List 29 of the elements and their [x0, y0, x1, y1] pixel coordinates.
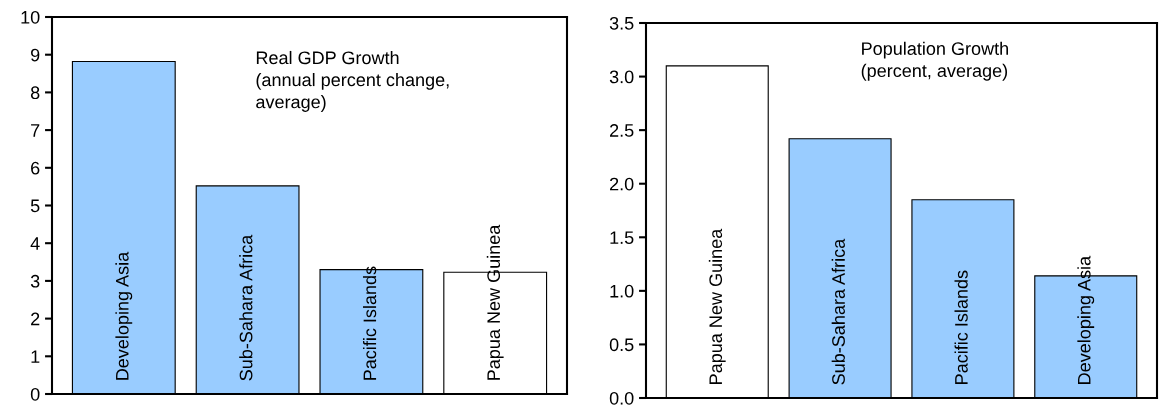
y-tick-label: 9 — [31, 48, 40, 62]
x-tick-label: Developing Asia — [1077, 255, 1095, 384]
y-tick-label: 0.0 — [609, 391, 634, 405]
y-tick-label: 4 — [30, 237, 40, 250]
y-tick-label: 2.0 — [610, 177, 634, 191]
text: Real GDP Growth (annual percent change, average) — [256, 50, 449, 112]
y-tick-label: 1 — [31, 350, 40, 363]
y-tick-label: 3 — [30, 274, 40, 288]
y-tick-label: 3.0 — [609, 70, 634, 84]
x-tick-label: Developing Asia — [115, 251, 133, 380]
y-tick-label: 2 — [31, 312, 40, 326]
y-tick-label: 1.0 — [610, 284, 634, 298]
y-tick-label: 1.5 — [610, 231, 634, 245]
x-tick-label: Papua New Guinea — [708, 228, 726, 384]
y-tick-label: 6 — [31, 161, 40, 175]
x-tick-label: Sub-Sahara Africa — [831, 238, 845, 385]
y-tick-label: 0 — [30, 387, 40, 401]
y-tick-label: 5 — [30, 199, 40, 213]
y-tick-label: 0.5 — [609, 338, 634, 352]
y-tick-label: 8 — [30, 86, 40, 100]
x-tick-label: Papua New Guinea — [486, 224, 504, 380]
text: Population Growth (percent, average) — [861, 41, 1008, 81]
x-tick-label: Pacific Islands — [362, 266, 377, 380]
y-tick-label: 2.5 — [610, 124, 634, 137]
y-tick-label: 7 — [31, 124, 40, 137]
y-tick-label: 10 — [21, 10, 40, 24]
y-tick-label: 3.5 — [609, 16, 634, 30]
x-tick-label: Sub-Sahara Africa — [239, 234, 253, 381]
x-tick-label: Pacific Islands — [954, 270, 968, 384]
